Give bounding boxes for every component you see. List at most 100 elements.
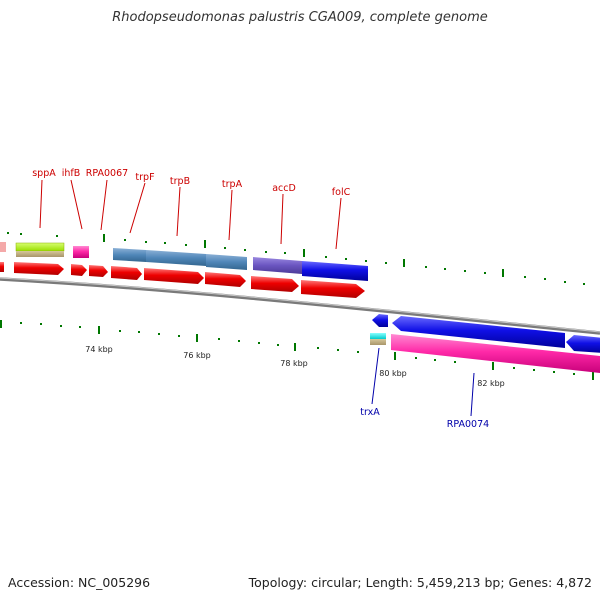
gene-label-trpA: trpA <box>222 179 243 190</box>
cds-arrow-ihfB <box>71 264 87 276</box>
tick <box>533 369 535 371</box>
tick <box>196 334 198 342</box>
tick <box>544 278 546 280</box>
tick <box>185 244 187 246</box>
leader-line-trpA <box>228 189 233 241</box>
gene-label-RPA0067: RPA0067 <box>86 168 128 179</box>
gene-label-trxA: trxA <box>360 407 380 418</box>
cds-arrow-trpF <box>111 266 142 280</box>
ruler-label-76kbp: 76 kbp <box>183 351 211 360</box>
tick <box>56 235 58 237</box>
tick <box>434 359 436 361</box>
gene-label-sppA: sppA <box>32 168 56 179</box>
tick <box>454 361 456 363</box>
tick <box>258 342 260 344</box>
feature-block-sppA-secondary <box>16 251 64 257</box>
tick <box>158 333 160 335</box>
cds-arrow <box>0 262 4 272</box>
tick <box>265 251 267 253</box>
tick <box>524 276 526 278</box>
tick <box>513 367 515 369</box>
ruler-label-78kbp: 78 kbp <box>280 359 308 368</box>
cds-arrow-trpB <box>144 268 204 284</box>
feature-block-trp <box>113 248 146 262</box>
tick <box>345 258 347 260</box>
tick <box>224 247 226 249</box>
cds-arrow-sppA <box>14 262 64 275</box>
leader-line-trxA <box>371 347 380 405</box>
gene-label-RPA0074: RPA0074 <box>447 419 489 430</box>
gene-label-ihfB: ihfB <box>62 168 81 179</box>
tick <box>7 232 9 234</box>
cds-arrow-folC <box>301 280 365 298</box>
leader-line-trpB <box>176 186 181 237</box>
tick <box>303 249 305 257</box>
ruler-label-82kbp: 82 kbp <box>477 379 505 388</box>
tick <box>573 373 575 375</box>
tick <box>124 239 126 241</box>
tick <box>103 234 105 242</box>
cds-arrow <box>566 335 600 353</box>
tick <box>553 371 555 373</box>
tick <box>337 349 339 351</box>
tick <box>325 256 327 258</box>
tick <box>164 242 166 244</box>
tick <box>564 281 566 283</box>
tick <box>357 351 359 353</box>
feature-block-accD <box>253 257 302 274</box>
tick <box>583 283 585 285</box>
gene-label-trpF: trpF <box>135 172 154 183</box>
forward-cds-row <box>0 262 365 298</box>
tick <box>79 326 81 328</box>
gene-label-accD: accD <box>272 183 296 194</box>
tick <box>484 272 486 274</box>
cds-arrow-accD <box>251 276 299 292</box>
tick <box>317 347 319 349</box>
tick <box>20 322 22 324</box>
cds-arrow-RPA0067 <box>89 265 108 277</box>
tick <box>277 344 279 346</box>
leader-line-RPA0067 <box>100 179 108 231</box>
tick <box>244 249 246 251</box>
tick <box>444 268 446 270</box>
tick <box>492 362 494 370</box>
feature-block-folC <box>302 261 368 281</box>
gene-label-trpB: trpB <box>170 176 190 187</box>
feature-block-trpA <box>206 254 247 270</box>
genome-summary-text: Topology: circular; Length: 5,459,213 bp… <box>248 575 592 590</box>
leader-line-accD <box>280 193 284 245</box>
upper-feature-row <box>0 242 368 281</box>
accession-text: Accession: NC_005296 <box>8 575 151 590</box>
tick <box>415 357 417 359</box>
tick <box>204 240 206 248</box>
top-gene-labels: sppA ihfB RPA0067 trpF trpB trpA accD fo… <box>32 168 350 198</box>
feature-block-trpB <box>146 250 206 266</box>
gene-label-folC: folC <box>332 187 351 198</box>
tick <box>385 262 387 264</box>
genome-backbone <box>0 277 600 335</box>
leader-line-sppA <box>39 179 43 229</box>
leader-line-folC <box>335 197 342 250</box>
tick <box>98 326 100 334</box>
upper-tick-row <box>7 232 585 285</box>
tick <box>464 270 466 272</box>
tick <box>40 323 42 325</box>
ruler-labels: 74 kbp 76 kbp 78 kbp 80 kbp 82 kbp <box>85 345 505 388</box>
tick <box>238 340 240 342</box>
tick <box>119 330 121 332</box>
tick <box>502 269 504 277</box>
leader-line-ihfB <box>70 179 83 230</box>
cds-arrow-trpA <box>205 272 246 287</box>
tick <box>294 343 296 351</box>
feature-block-trxA <box>370 333 386 339</box>
tick <box>178 335 180 337</box>
tick <box>0 320 2 328</box>
tick <box>60 325 62 327</box>
ruler-label-80kbp: 80 kbp <box>379 369 407 378</box>
lower-tick-row <box>0 320 594 380</box>
tick <box>394 352 396 360</box>
gene-leader-lines <box>39 179 475 417</box>
lower-feature-row <box>370 333 600 373</box>
feature-block-RPA0074 <box>391 334 600 373</box>
